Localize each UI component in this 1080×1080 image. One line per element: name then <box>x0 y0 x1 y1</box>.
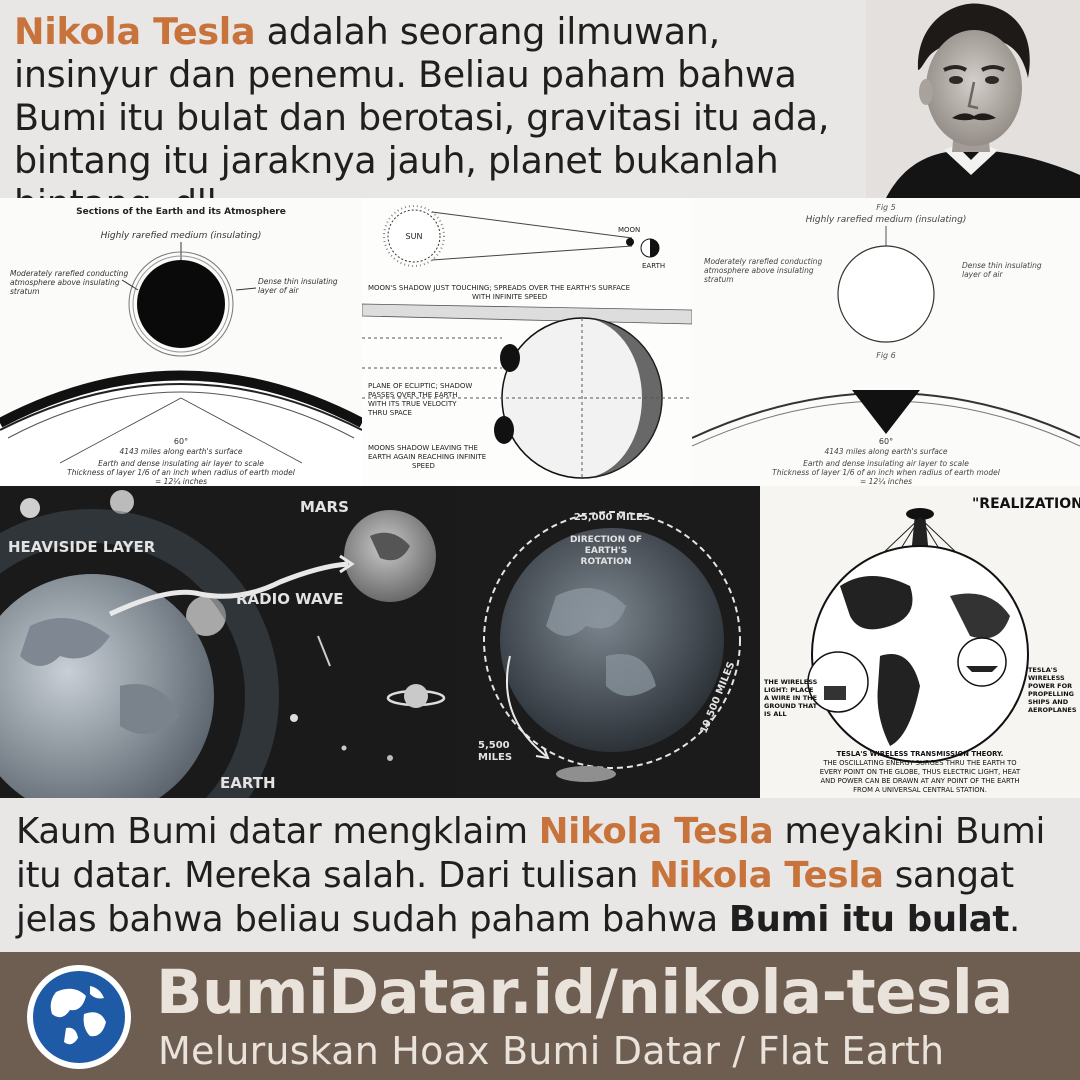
claim-name-2: Nikola Tesla <box>649 855 884 896</box>
svg-text:PROPELLING: PROPELLING <box>1028 690 1074 698</box>
svg-text:Fig 6: Fig 6 <box>876 351 896 360</box>
svg-text:TESLA'S: TESLA'S <box>1028 666 1058 674</box>
svg-text:GROUND THAT: GROUND THAT <box>764 702 818 710</box>
svg-text:WIRELESS: WIRELESS <box>1028 674 1065 682</box>
svg-text:60°: 60° <box>174 437 188 446</box>
svg-text:Moderately rarefied conducting: Moderately rarefied conducting <box>704 257 822 266</box>
tagline: Meluruskan Hoax Bumi Datar / Flat Earth <box>158 1029 945 1073</box>
claim-part-4: . <box>1009 899 1021 940</box>
svg-text:Moderately rarefied conducting: Moderately rarefied conducting <box>10 269 128 278</box>
svg-text:stratum: stratum <box>704 275 734 284</box>
svg-text:= 12¼ inches: = 12¼ inches <box>860 477 912 486</box>
illustration-radio-wave: MARS HEAVISIDE LAYER RADIO WAVE EARTH <box>0 486 456 798</box>
globe-icon <box>26 964 132 1070</box>
svg-text:THE WIRELESS: THE WIRELESS <box>764 678 818 686</box>
p4-radio: RADIO WAVE <box>236 590 343 608</box>
svg-text:POWER FOR: POWER FOR <box>1028 682 1072 690</box>
svg-text:layer of air: layer of air <box>258 286 299 295</box>
svg-text:Thickness of layer 1/6 of an i: Thickness of layer 1/6 of an inch when r… <box>67 468 296 477</box>
p1-label-top: Highly rarefied medium (insulating) <box>101 231 262 241</box>
svg-text:Dense thin insulating: Dense thin insulating <box>962 261 1042 270</box>
diagram-eclipse: SUN MOON EARTH MOON'S SHADOW JUST TOUCHI… <box>362 198 692 486</box>
svg-text:SPEED: SPEED <box>412 462 435 470</box>
svg-text:Thickness of layer 1/6 of an i: Thickness of layer 1/6 of an inch when r… <box>772 468 1001 477</box>
svg-text:= 12¼ inches: = 12¼ inches <box>155 477 207 486</box>
svg-text:60°: 60° <box>879 437 893 446</box>
svg-text:EARTH AGAIN REACHING INFINITE: EARTH AGAIN REACHING INFINITE <box>368 453 486 461</box>
p6-title: "REALIZATION <box>972 496 1080 512</box>
diagram-earth-sections: Sections of the Earth and its Atmosphere… <box>0 198 362 486</box>
svg-text:A WIRE IN THE: A WIRE IN THE <box>764 694 817 702</box>
svg-text:25,000 MILES: 25,000 MILES <box>574 512 650 523</box>
claim-name-1: Nikola Tesla <box>538 811 774 852</box>
claim-text: Kaum Bumi datar mengklaim Nikola Tesla m… <box>16 810 1066 942</box>
svg-text:SHIPS AND: SHIPS AND <box>1028 698 1069 706</box>
svg-text:PLANE OF ECLIPTIC; SHADOW: PLANE OF ECLIPTIC; SHADOW <box>368 382 472 390</box>
intro-name: Nikola Tesla <box>14 10 256 53</box>
svg-text:MOON: MOON <box>618 226 640 234</box>
site-url[interactable]: BumiDatar.id/nikola-tesla <box>156 957 1013 1028</box>
svg-text:EARTH'S: EARTH'S <box>585 546 628 556</box>
svg-text:MOON'S SHADOW JUST TOUCHING; S: MOON'S SHADOW JUST TOUCHING; SPREADS OVE… <box>368 284 630 292</box>
svg-text:MOONS SHADOW LEAVING THE: MOONS SHADOW LEAVING THE <box>368 444 478 452</box>
svg-text:EVERY POINT ON THE GLOBE, THUS: EVERY POINT ON THE GLOBE, THUS ELECTRIC … <box>820 768 1021 776</box>
svg-text:TESLA'S WIRELESS TRANSMISSION: TESLA'S WIRELESS TRANSMISSION THEORY. <box>837 750 1004 758</box>
svg-text:5,500: 5,500 <box>478 740 510 751</box>
svg-text:PASSES OVER THE EARTH: PASSES OVER THE EARTH <box>368 391 458 399</box>
claim-bold: Bumi itu bulat <box>728 899 1010 940</box>
p4-mars: MARS <box>300 498 349 516</box>
p1-title: Sections of the Earth and its Atmosphere <box>76 207 286 217</box>
p4-heaviside: HEAVISIDE LAYER <box>8 538 156 556</box>
svg-text:4143 miles along earth's surfa: 4143 miles along earth's surface <box>824 447 947 456</box>
svg-text:LIGHT: PLACE: LIGHT: PLACE <box>764 686 813 694</box>
intro-text: Nikola Tesla adalah seorang ilmuwan, ins… <box>14 10 854 225</box>
svg-text:FROM A UNIVERSAL CENTRAL STATI: FROM A UNIVERSAL CENTRAL STATION. <box>853 786 987 794</box>
illustration-realization: "REALIZATION THE WIRELESS LIGHT: PLACE A… <box>760 486 1080 798</box>
claim-part-1: Kaum Bumi datar mengklaim <box>16 811 539 852</box>
svg-text:stratum: stratum <box>10 287 40 296</box>
p4-earth: EARTH <box>220 774 276 792</box>
svg-text:WITH INFINITE SPEED: WITH INFINITE SPEED <box>472 293 547 301</box>
svg-text:SUN: SUN <box>406 232 423 241</box>
footer-banner: BumiDatar.id/nikola-tesla Meluruskan Hoa… <box>0 952 1080 1080</box>
claim-part-2: meyakini Bumi itu datar. Mereka salah. D… <box>16 811 1046 896</box>
svg-text:WITH ITS TRUE VELOCITY: WITH ITS TRUE VELOCITY <box>368 400 457 408</box>
svg-text:EARTH: EARTH <box>642 262 665 270</box>
svg-text:ROTATION: ROTATION <box>581 557 632 567</box>
svg-text:THE OSCILLATING ENERGY SURGES: THE OSCILLATING ENERGY SURGES THRU THE E… <box>822 759 1016 767</box>
svg-text:Highly rarefied medium (insula: Highly rarefied medium (insulating) <box>806 215 967 225</box>
svg-text:AND POWER CAN BE DRAWN AT ANY: AND POWER CAN BE DRAWN AT ANY POINT OF T… <box>820 777 1019 785</box>
svg-text:AEROPLANES: AEROPLANES <box>1028 706 1077 714</box>
svg-text:atmosphere above insulating: atmosphere above insulating <box>10 278 120 287</box>
tesla-portrait <box>866 0 1080 198</box>
svg-text:Dense thin insulating: Dense thin insulating <box>258 277 338 286</box>
svg-text:Earth and dense insulating air: Earth and dense insulating air layer to … <box>803 459 969 468</box>
svg-text:Earth and dense insulating air: Earth and dense insulating air layer to … <box>98 459 264 468</box>
svg-text:IS ALL: IS ALL <box>764 710 787 718</box>
illustration-earth-rotation: 25,000 MILES DIRECTION OF EARTH'S ROTATI… <box>456 486 760 798</box>
svg-text:DIRECTION OF: DIRECTION OF <box>570 535 642 545</box>
svg-text:layer of air: layer of air <box>962 270 1003 279</box>
svg-text:Fig 5: Fig 5 <box>876 203 896 212</box>
claim-part-3: sangat jelas bahwa beliau sudah paham ba… <box>16 855 1014 940</box>
svg-text:atmosphere above insulating: atmosphere above insulating <box>704 266 814 275</box>
svg-text:4143 miles along earth's surfa: 4143 miles along earth's surface <box>119 447 242 456</box>
diagram-fig5-fig6: Fig 5 Highly rarefied medium (insulating… <box>692 198 1080 486</box>
svg-text:MILES: MILES <box>478 752 512 763</box>
svg-text:THRU SPACE: THRU SPACE <box>367 409 412 417</box>
